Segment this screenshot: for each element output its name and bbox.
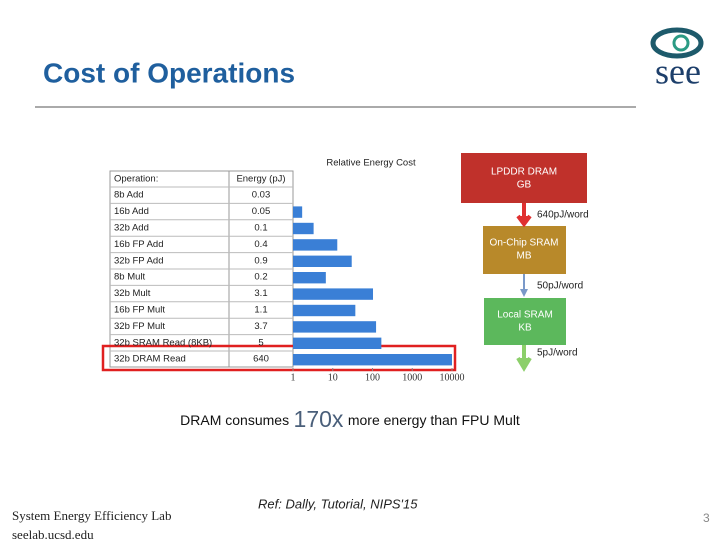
- energy-label: 0.4: [254, 239, 267, 250]
- page-number: 3: [703, 511, 710, 525]
- bar: [293, 272, 326, 284]
- logo-text: see: [655, 51, 701, 91]
- caption: DRAM consumes 170x more energy than FPU …: [180, 406, 520, 432]
- edge-label: 5pJ/word: [537, 348, 578, 359]
- node-label: Local SRAM: [497, 310, 553, 321]
- caption-text: DRAM consumes: [180, 412, 289, 428]
- caption-emphasis: 170x: [294, 406, 344, 432]
- diagram: LPDDR DRAM GB On-Chip SRAM MB Local SRAM…: [461, 153, 589, 372]
- x-tick-label: 1000: [402, 372, 422, 383]
- caption-text: more energy than FPU Mult: [348, 412, 520, 428]
- operation-label: 32b FP Add: [114, 255, 163, 266]
- bar: [293, 206, 303, 218]
- reference: Ref: Dally, Tutorial, NIPS'15: [258, 496, 418, 511]
- node-sublabel: MB: [517, 251, 532, 262]
- node-box: [483, 226, 566, 274]
- operation-label: 16b FP Add: [114, 239, 163, 250]
- energy-label: 640: [253, 354, 269, 365]
- energy-label: 3.1: [254, 288, 267, 299]
- table-header: Operation:: [114, 174, 158, 185]
- energy-label: 1.1: [254, 305, 267, 316]
- arrow: [516, 203, 532, 228]
- x-tick-label: 10000: [440, 372, 465, 383]
- node-box: [484, 298, 566, 345]
- energy-label: 0.9: [254, 255, 267, 266]
- node-box: [461, 153, 587, 203]
- operation-label: 16b FP Mult: [114, 305, 165, 316]
- bar: [293, 304, 356, 317]
- arrow: [516, 345, 532, 372]
- footer-url: seelab.ucsd.edu: [12, 527, 94, 540]
- operation-label: 32b Mult: [114, 288, 151, 299]
- bar: [293, 255, 352, 267]
- x-tick-label: 100: [365, 372, 380, 383]
- bar: [293, 321, 377, 333]
- x-tick-label: 1: [291, 372, 296, 383]
- energy-label: 0.05: [252, 206, 271, 217]
- bar: [293, 337, 382, 349]
- node-sublabel: KB: [518, 323, 532, 334]
- chart-title: Relative Energy Cost: [326, 158, 416, 169]
- operation-label: 16b Add: [114, 206, 149, 217]
- bar: [293, 288, 374, 300]
- slide-title: Cost of Operations: [43, 57, 295, 88]
- bar: [293, 222, 314, 235]
- bar: [293, 239, 338, 251]
- node-sublabel: GB: [517, 180, 532, 191]
- arrow: [520, 289, 528, 297]
- operation-label: 8b Add: [114, 190, 144, 201]
- table-header: Energy (pJ): [236, 174, 285, 185]
- energy-label: 0.1: [254, 223, 267, 234]
- energy-label: 0.2: [254, 272, 267, 283]
- operation-label: 32b FP Mult: [114, 321, 165, 332]
- node-label: LPDDR DRAM: [491, 167, 557, 178]
- energy-label: 0.03: [252, 190, 271, 201]
- operation-label: 8b Mult: [114, 272, 146, 283]
- footer-lab: System Energy Efficiency Lab: [12, 508, 171, 523]
- edge-label: 50pJ/word: [537, 281, 583, 292]
- operation-label: 32b Add: [114, 223, 149, 234]
- bar: [293, 354, 452, 366]
- node-label: On-Chip SRAM: [490, 238, 559, 249]
- operation-label: 32b DRAM Read: [114, 354, 186, 365]
- x-tick-label: 10: [328, 372, 338, 383]
- energy-label: 5: [258, 337, 263, 348]
- logo-eye: [650, 27, 704, 59]
- operation-label: 32b SRAM Read (8KB): [114, 337, 212, 348]
- energy-label: 3.7: [254, 321, 267, 332]
- edge-label: 640pJ/word: [537, 210, 589, 221]
- highlight-box: [101, 344, 457, 372]
